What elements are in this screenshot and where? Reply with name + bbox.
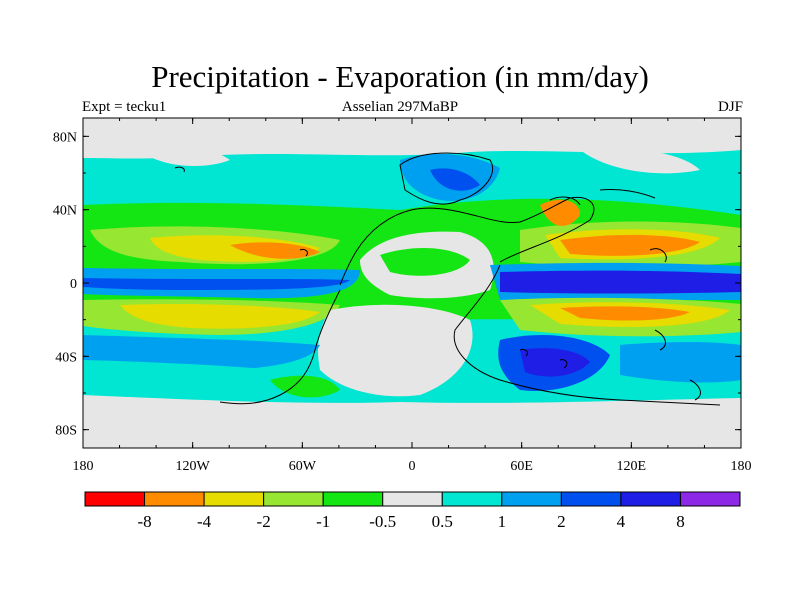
colorbar-swatch	[382, 491, 443, 507]
colorbar-swatch	[144, 491, 205, 507]
x-tick-label: 180	[73, 459, 94, 474]
experiment-label: Expt = tecku1	[82, 99, 167, 115]
colorbar-swatch	[441, 491, 503, 507]
y-tick-label: 80S	[55, 424, 77, 439]
colorbar-label: 8	[676, 512, 685, 531]
plot-title: Precipitation - Evaporation (in mm/day)	[151, 59, 649, 94]
colorbar-swatch	[560, 491, 622, 507]
colorbar-swatch	[501, 491, 562, 507]
colorbar: -8 -4 -2 -1 -0.5 0.5 1 2 4 8	[84, 491, 741, 531]
y-tick-label: 80N	[53, 130, 77, 145]
colorbar-swatch	[203, 491, 265, 507]
colorbar-label: -0.5	[369, 512, 396, 531]
colorbar-swatch	[620, 491, 681, 507]
colorbar-label: -4	[197, 512, 212, 531]
period-label: Asselian 297MaBP	[341, 99, 459, 115]
colorbar-label: 2	[557, 512, 566, 531]
colorbar-swatch	[679, 491, 741, 507]
colorbar-swatch	[84, 491, 146, 507]
colorbar-label: 1	[498, 512, 507, 531]
season-label: DJF	[717, 99, 743, 115]
x-tick-label: 60E	[510, 459, 533, 474]
colorbar-label: 0.5	[432, 512, 453, 531]
x-tick-label: 120W	[176, 459, 211, 474]
colorbar-label: -1	[316, 512, 330, 531]
x-tick-label: 60W	[289, 459, 317, 474]
pe-field	[83, 118, 741, 448]
colorbar-swatch	[322, 491, 384, 507]
colorbar-label: -2	[257, 512, 271, 531]
y-tick-label: 40N	[53, 204, 77, 219]
colorbar-label: -8	[137, 512, 151, 531]
colorbar-label: 4	[617, 512, 626, 531]
y-tick-label: 0	[70, 277, 77, 292]
x-tick-label: 180	[731, 459, 752, 474]
axis-ticks: 80N 40N 0 40S 80S 180 120W 60W 0 60E 120E 180	[53, 118, 752, 474]
colorbar-swatch	[263, 491, 324, 507]
x-tick-label: 0	[409, 459, 416, 474]
y-tick-label: 40S	[55, 350, 77, 365]
coastlines	[174, 152, 721, 406]
x-tick-label: 120E	[617, 459, 647, 474]
